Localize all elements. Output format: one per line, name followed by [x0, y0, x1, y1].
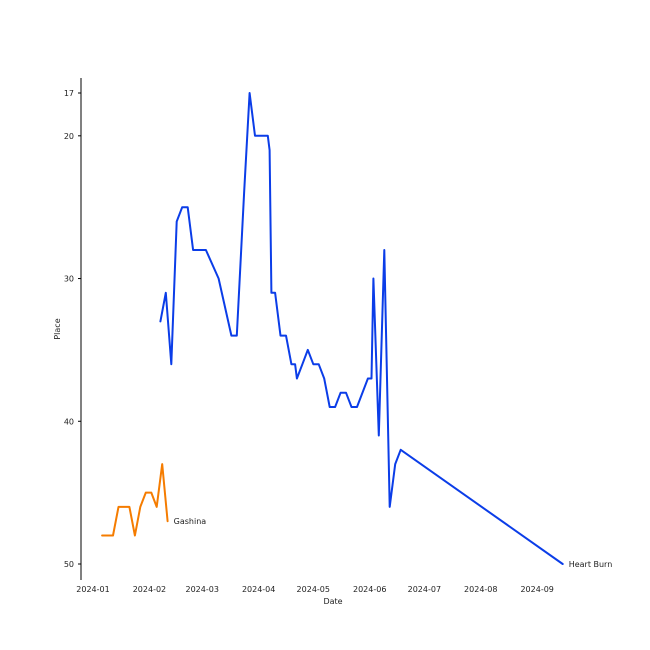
series-line-0 — [159, 92, 564, 565]
x-tick-label: 2024-07 — [408, 585, 441, 594]
x-axis-label: Date — [323, 597, 342, 606]
y-tick-label: 17 — [64, 89, 74, 98]
series-layer — [101, 92, 564, 565]
x-tick-label: 2024-02 — [133, 585, 166, 594]
x-tick-label: 2024-01 — [76, 585, 109, 594]
y-tick-label: 50 — [64, 560, 74, 569]
x-tick-label: 2024-05 — [297, 585, 330, 594]
y-tick-label: 30 — [64, 275, 74, 284]
series-end-label-1: Gashina — [174, 517, 207, 526]
x-axis-ticks: 2024-01 2024-02 2024-03 2024-04 2024-05 2024-… — [76, 585, 554, 594]
x-tick-label: 2024-08 — [464, 585, 497, 594]
series-end-label-0: Heart Burn — [569, 560, 613, 569]
y-axis-label: Place — [53, 318, 62, 339]
x-tick-label: 2024-09 — [520, 585, 553, 594]
y-tick-label: 40 — [64, 417, 74, 426]
x-tick-label: 2024-03 — [186, 585, 219, 594]
y-axis-ticks: 17 20 30 40 50 — [64, 89, 81, 569]
x-tick-label: 2024-06 — [353, 585, 386, 594]
y-tick-label: 20 — [64, 132, 74, 141]
x-tick-label: 2024-04 — [242, 585, 275, 594]
series-line-1 — [101, 463, 169, 537]
series-end-labels: Heart Burn Gashina — [174, 517, 613, 569]
